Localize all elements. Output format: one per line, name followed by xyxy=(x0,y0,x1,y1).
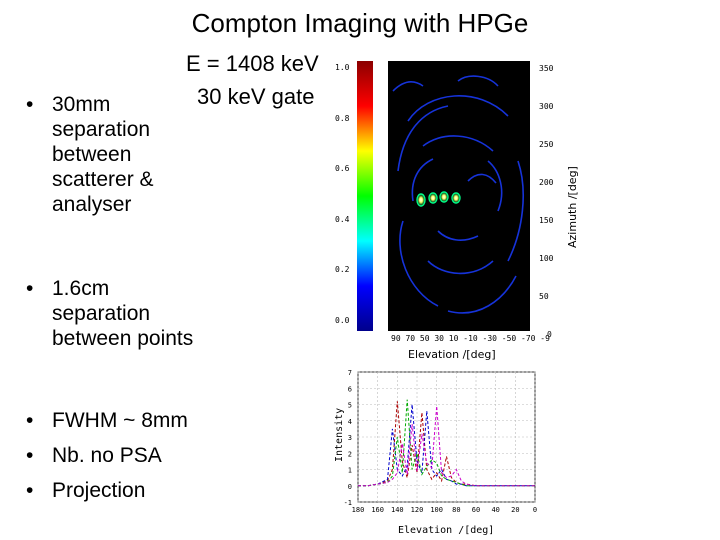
slide-title: Compton Imaging with HPGe xyxy=(191,8,529,38)
bullet-line: between xyxy=(52,143,132,166)
subtitle-energy: E = 1408 keV xyxy=(186,51,319,76)
image-right-tick-label: 150 xyxy=(539,216,554,225)
colorbar xyxy=(357,61,373,331)
bullet-line: 1.6cm xyxy=(52,277,110,300)
chart-y-tick-label: 5 xyxy=(348,402,352,410)
bullet-line: analyser xyxy=(52,193,132,216)
bullet-item: FWHM ~ 8mm xyxy=(22,403,188,438)
bullet-group-2: 1.6cm separation between points xyxy=(22,276,193,351)
chart-x-tick-label: 100 xyxy=(430,506,443,514)
bullet-line: Projection xyxy=(52,479,146,502)
chart-x-tick-label: 160 xyxy=(371,506,384,514)
chart-ylabel: Intensity xyxy=(334,408,345,462)
chart-x-tick-label: 20 xyxy=(511,506,519,514)
image-right-tick-label: 0 xyxy=(547,330,552,339)
colorbar-tick-label: 0.8 xyxy=(335,113,350,123)
image-noise xyxy=(392,75,524,314)
chart-series-line-4 xyxy=(358,406,535,487)
colorbar-tick-label: 0.4 xyxy=(335,214,350,224)
bullet-line: 30mm xyxy=(52,93,111,116)
image-right-tick-label: 350 xyxy=(539,64,554,73)
chart-y-tick-label: 3 xyxy=(348,434,352,442)
image-right-tick-label: 250 xyxy=(539,140,554,149)
subtitle-gate: 30 keV gate xyxy=(197,84,315,109)
chart-series-line-2 xyxy=(358,404,535,487)
image-right-tick-label: 300 xyxy=(539,102,554,111)
image-xlabel: Elevation /[deg] xyxy=(408,348,496,361)
compton-image xyxy=(388,61,530,331)
chart-y-tick-label: 6 xyxy=(348,385,352,393)
chart-y-tick-label: 7 xyxy=(348,369,352,377)
colorbar-tick-label: 0.2 xyxy=(335,265,350,274)
chart-y-tick-label: 4 xyxy=(348,418,352,426)
chart-xlabel: Elevation /[deg] xyxy=(398,525,494,536)
bullet-item: Nb. no PSA xyxy=(22,438,188,473)
chart-series-line-3 xyxy=(358,399,535,487)
bullet-line: separation xyxy=(52,302,151,325)
chart-y-tick-label: 0 xyxy=(348,483,352,491)
bullet-line: scatterer & xyxy=(52,168,154,191)
projection-chart: 7 6 5 4 3 2 1 0 -1 180 160 140 120 100 80 60 40 20 0 Inte… xyxy=(334,369,537,536)
chart-x-tick-label: 120 xyxy=(411,506,424,514)
chart-y-tick-label: -1 xyxy=(344,499,352,507)
chart-x-tick-label: 60 xyxy=(472,506,480,514)
image-ylabel: Azimuth /[deg] xyxy=(566,166,579,248)
bullet-group-3: FWHM ~ 8mm Nb. no PSA Projection xyxy=(22,403,188,508)
colorbar-tick-label: 0.0 xyxy=(335,315,350,325)
image-right-tick-label: 200 xyxy=(539,178,554,187)
bullet-item: 30mm separation between scatterer & anal… xyxy=(22,92,154,217)
chart-x-tick-label: 80 xyxy=(452,506,460,514)
colorbar-tick-label: 1.0 xyxy=(335,63,350,72)
chart-x-ticks: 180 160 140 120 100 80 60 40 20 0 xyxy=(352,506,537,514)
bullet-line: separation xyxy=(52,118,151,141)
bullet-line: FWHM ~ 8mm xyxy=(52,409,188,432)
chart-series xyxy=(358,399,535,487)
chart-x-tick-label: 140 xyxy=(391,506,404,514)
chart-grid xyxy=(357,371,536,503)
chart-x-tick-label: 180 xyxy=(352,506,365,514)
bullet-line: Nb. no PSA xyxy=(52,444,162,467)
image-hotspots xyxy=(416,191,461,207)
colorbar-tick-label: 0.6 xyxy=(335,164,350,173)
image-bottom-ticks: 90 70 50 30 10 -10 -30 -50 -70 -9 xyxy=(391,334,550,343)
image-right-tick-label: 50 xyxy=(539,292,549,301)
bullet-item: Projection xyxy=(22,473,188,508)
bullet-item: 1.6cm separation between points xyxy=(22,276,193,351)
chart-x-tick-label: 0 xyxy=(533,506,537,514)
chart-series-line-1 xyxy=(358,401,535,487)
bullet-group-1: 30mm separation between scatterer & anal… xyxy=(22,92,154,217)
bullet-line: between points xyxy=(52,327,194,350)
chart-y-tick-label: 1 xyxy=(348,467,352,475)
chart-y-tick-label: 2 xyxy=(348,450,352,458)
image-right-tick-label: 100 xyxy=(539,254,554,263)
chart-y-ticks: 7 6 5 4 3 2 1 0 -1 xyxy=(344,369,352,507)
chart-x-tick-label: 40 xyxy=(491,506,499,514)
